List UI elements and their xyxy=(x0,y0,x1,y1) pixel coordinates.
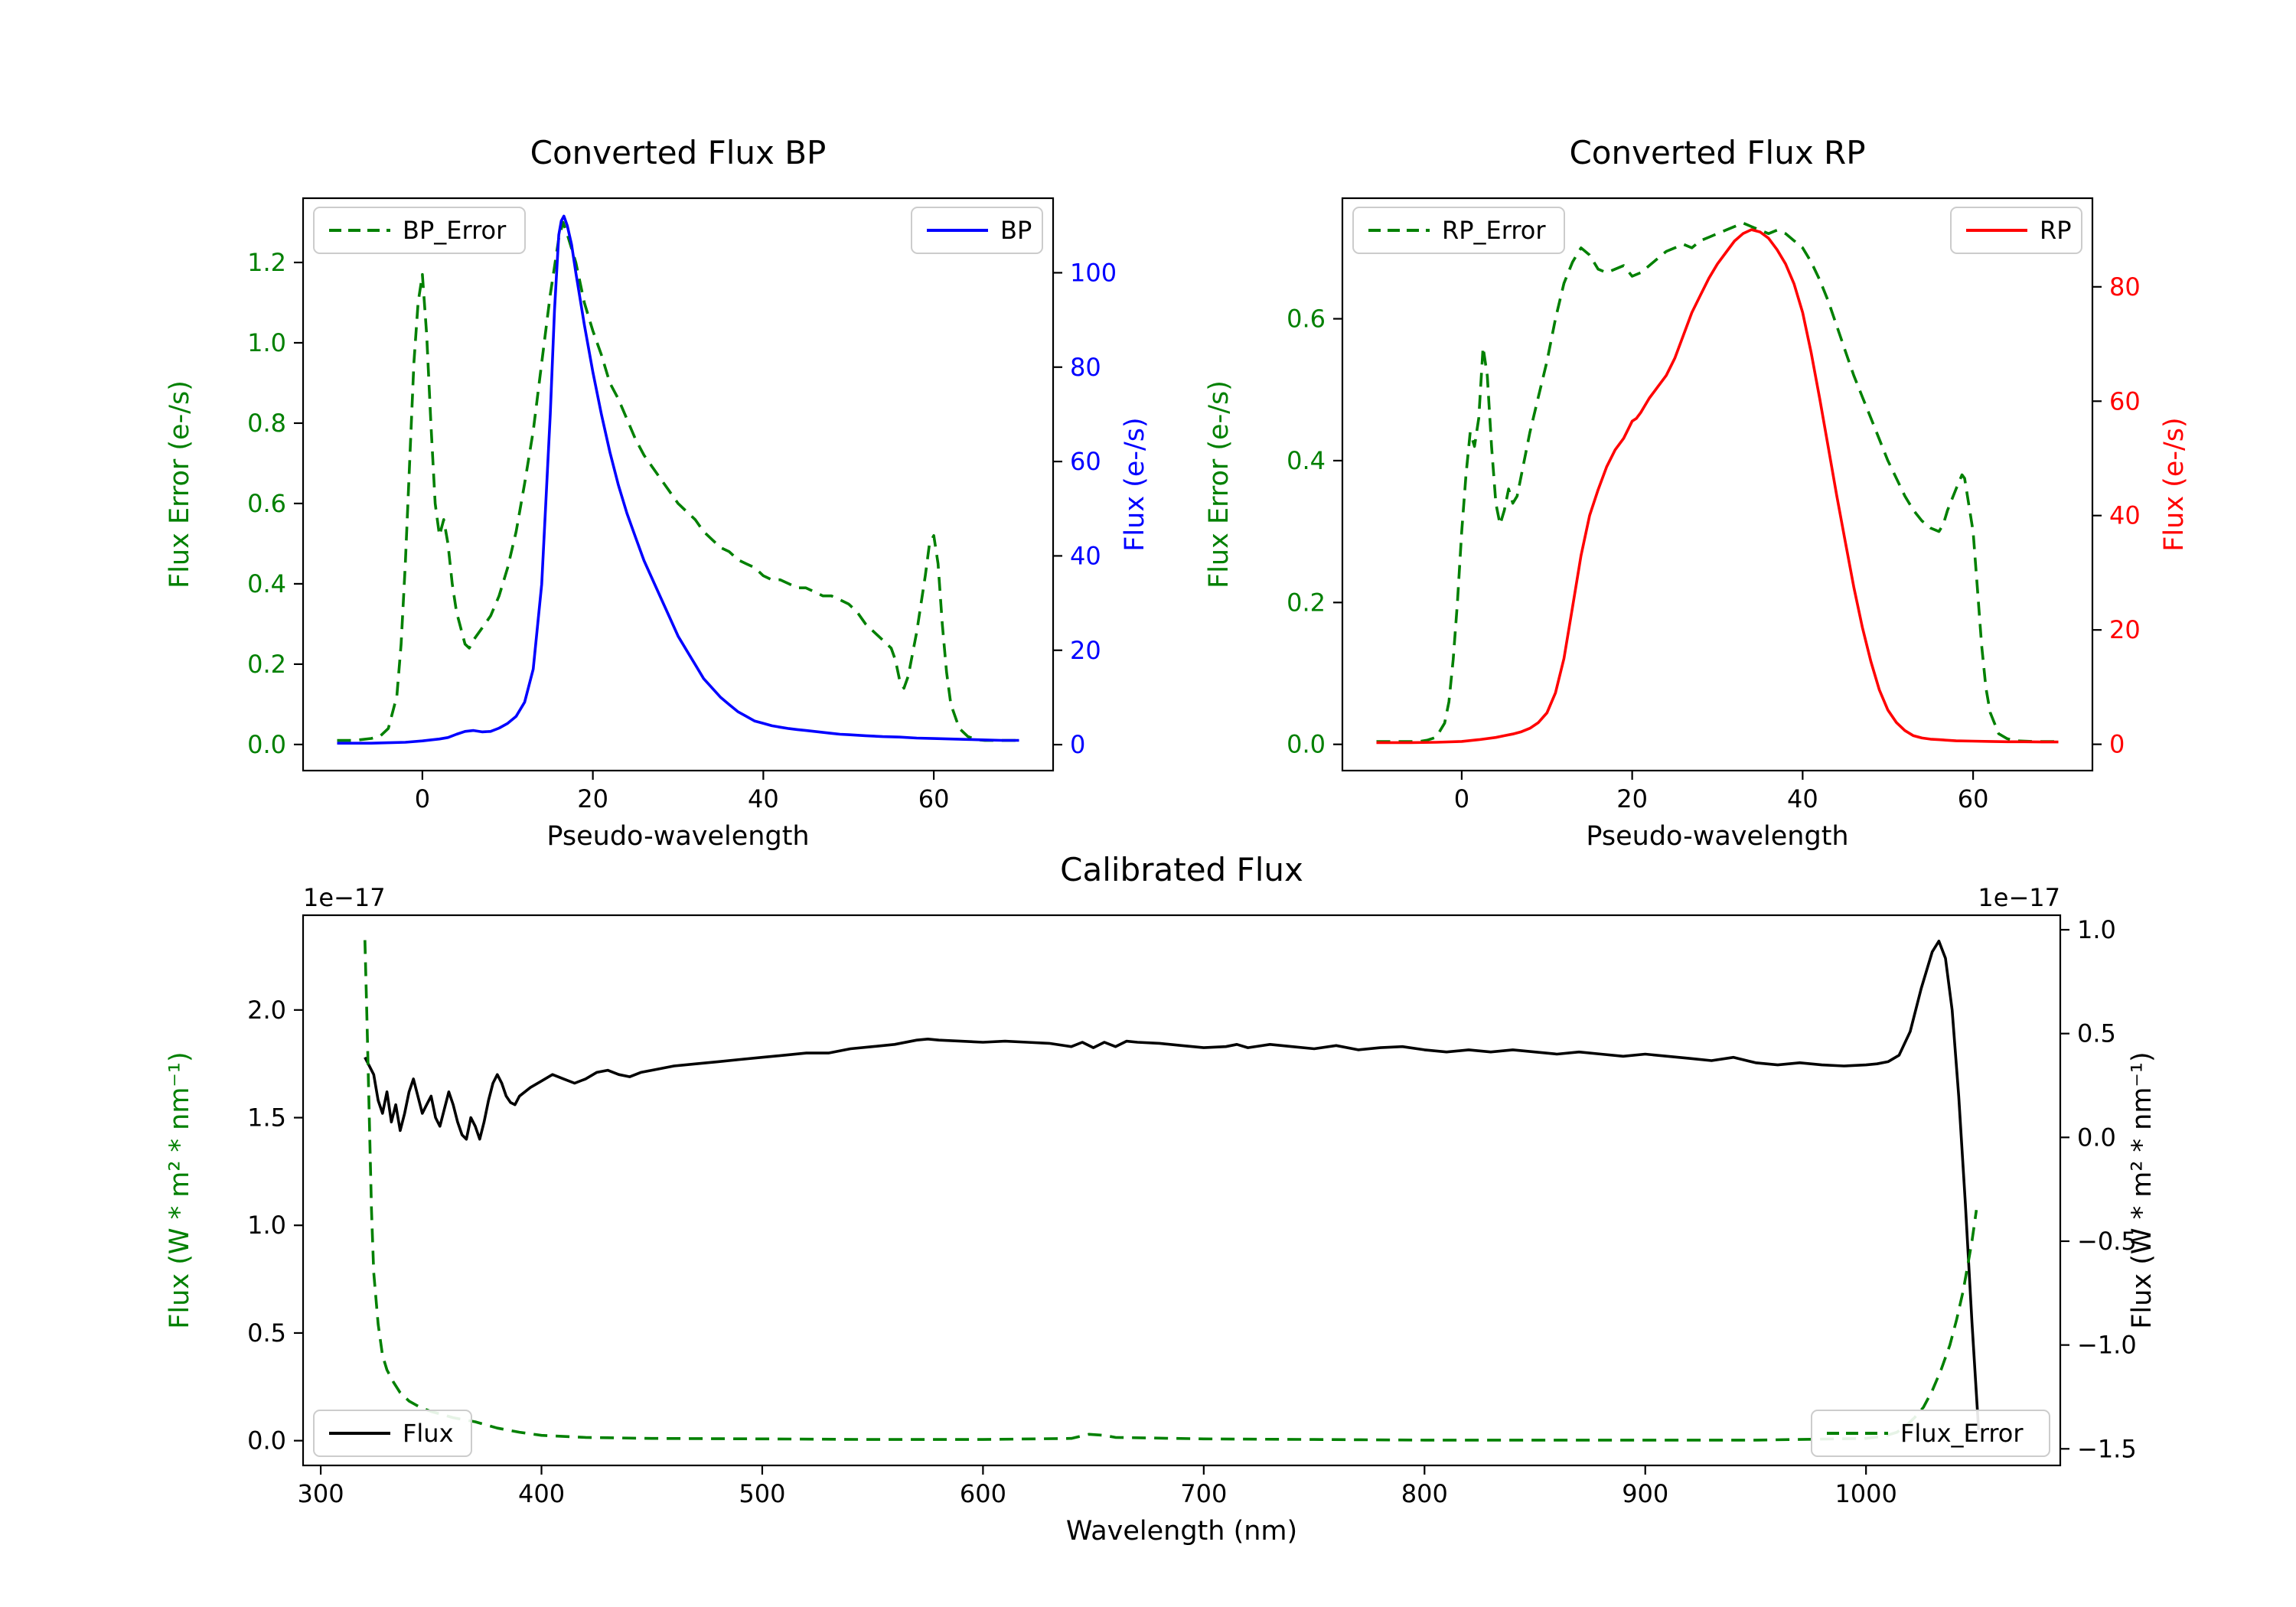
y-tick-label-right: 20 xyxy=(1070,636,1101,665)
y-tick-label-left: 0.6 xyxy=(1287,305,1326,334)
series-BP-line xyxy=(337,214,1019,745)
series-Flux-line xyxy=(364,940,1981,1430)
y-axis-label-left: Flux (W * m² * nm⁻¹) xyxy=(165,1051,195,1328)
legend-label: BP_Error xyxy=(403,216,507,245)
y-tick-label-left: 2.0 xyxy=(247,996,286,1025)
x-tick-label: 20 xyxy=(577,784,608,813)
x-tick-label: 800 xyxy=(1401,1479,1448,1508)
y-tick-label-right: 0.5 xyxy=(2077,1019,2116,1048)
y-tick-label-left: 0.0 xyxy=(247,730,286,759)
x-tick-label: 0 xyxy=(1454,784,1469,813)
series-Flux_Error-line xyxy=(364,940,1978,1442)
x-tick-label: 500 xyxy=(739,1479,785,1508)
legend-label: BP xyxy=(1000,216,1032,245)
y-tick-label-right: −1.0 xyxy=(2077,1331,2137,1360)
legend-label: RP xyxy=(2040,216,2072,245)
y-tick-label-right: 0 xyxy=(2109,730,2125,759)
x-tick-label: 1000 xyxy=(1835,1479,1896,1508)
y-tick-label-left: 0.5 xyxy=(247,1319,286,1348)
y-tick-label-left: 0.2 xyxy=(247,650,286,679)
series-BP_Error-line xyxy=(337,220,1019,742)
y-tick-label-left: 0.6 xyxy=(247,489,286,518)
y-tick-label-left: 0.0 xyxy=(247,1426,286,1455)
x-axis-label: Wavelength (nm) xyxy=(1066,1516,1297,1547)
y-tick-label-left: 1.0 xyxy=(247,328,286,357)
chart-title: Converted Flux BP xyxy=(530,134,827,171)
y-tick-label-left: 0.0 xyxy=(1287,730,1326,759)
chart-bp: 0 20 40 60 0.0 0.2 0.4 0.6 0.8 1.0 1.2 0 20 40 60 80 100… xyxy=(165,134,1150,852)
x-axis-label: Pseudo-wavelength xyxy=(1586,821,1848,852)
x-tick-label: 700 xyxy=(1180,1479,1227,1508)
chart-calibrated: 300 400 500 600 700 800 900 1000 0.0 0.5 1.0 1.5 2.0… xyxy=(165,851,2157,1547)
x-tick-label: 60 xyxy=(1958,784,1989,813)
y-axis-label-right: Flux (W * m² * nm⁻¹) xyxy=(2127,1051,2157,1328)
legend-BP: BP xyxy=(911,207,1043,254)
y-tick-label-left: 0.8 xyxy=(247,409,286,438)
y-tick-label-right: −1.5 xyxy=(2077,1434,2137,1463)
y-tick-label-right: 60 xyxy=(1070,447,1101,476)
series-RP-line xyxy=(1376,228,2059,745)
y-tick-label-right: 100 xyxy=(1070,258,1117,287)
y-tick-label-right: 80 xyxy=(1070,353,1101,382)
y-tick-label-left: 1.0 xyxy=(247,1211,286,1240)
series-RP_Error-line xyxy=(1376,221,2059,743)
chart-title: Converted Flux RP xyxy=(1569,134,1865,171)
x-tick-label: 20 xyxy=(1616,784,1648,813)
chart-title: Calibrated Flux xyxy=(1060,851,1303,888)
axes-frame xyxy=(302,914,2062,1467)
legend-box xyxy=(1811,1410,2050,1457)
x-axis-label: Pseudo-wavelength xyxy=(546,821,809,852)
y-axis-label-right: Flux (e-/s) xyxy=(1120,417,1150,551)
x-tick-label: 400 xyxy=(518,1479,565,1508)
x-tick-label: 300 xyxy=(298,1479,344,1508)
y-tick-label-right: 80 xyxy=(2109,272,2141,302)
x-tick-label: 40 xyxy=(1787,784,1818,813)
y-tick-label-left: 1.5 xyxy=(247,1103,286,1133)
y-tick-label-right: 20 xyxy=(2109,615,2141,644)
y-tick-label-left: 0.2 xyxy=(1287,588,1326,617)
legend-Flux_Error: Flux_Error xyxy=(1811,1410,2050,1457)
legend-label: Flux xyxy=(403,1419,454,1448)
legend-BP_Error: BP_Error xyxy=(313,207,526,254)
axes-frame xyxy=(1341,197,2094,772)
x-tick-label: 600 xyxy=(960,1479,1006,1508)
legend-label: Flux_Error xyxy=(1900,1419,2024,1448)
y-axis-offset-right: 1e−17 xyxy=(1978,883,2060,912)
x-tick-label: 0 xyxy=(415,784,430,813)
y-tick-label-right: 0 xyxy=(1070,730,1085,759)
chart-rp: 0 20 40 60 0.0 0.2 0.4 0.6 0 20 40 60 80 Converted Fl… xyxy=(1204,134,2190,852)
axes-frame xyxy=(302,197,1055,772)
y-axis-label-right: Flux (e-/s) xyxy=(2159,417,2190,551)
legend-box xyxy=(1352,207,1565,254)
y-tick-label-left: 0.4 xyxy=(1287,446,1326,475)
y-axis-label-left: Flux Error (e-/s) xyxy=(1204,380,1234,588)
y-tick-label-left: 1.2 xyxy=(247,248,286,277)
x-tick-label: 900 xyxy=(1622,1479,1668,1508)
legend-Flux: Flux xyxy=(313,1410,472,1457)
y-tick-label-right: 40 xyxy=(2109,501,2141,530)
legend-label: RP_Error xyxy=(1442,216,1546,245)
y-axis-offset-left: 1e−17 xyxy=(303,883,386,912)
y-tick-label-right: 60 xyxy=(2109,386,2141,416)
legend-box xyxy=(313,1410,472,1457)
legend-RP_Error: RP_Error xyxy=(1352,207,1565,254)
x-tick-label: 60 xyxy=(918,784,950,813)
y-tick-label-left: 0.4 xyxy=(247,569,286,598)
y-axis-label-left: Flux Error (e-/s) xyxy=(165,380,195,588)
x-tick-label: 40 xyxy=(748,784,779,813)
y-tick-label-right: 0.0 xyxy=(2077,1123,2116,1152)
legend-box xyxy=(313,207,526,254)
legend-RP: RP xyxy=(1950,207,2082,254)
y-tick-label-right: −0.5 xyxy=(2077,1227,2137,1256)
y-tick-label-right: 40 xyxy=(1070,541,1101,570)
y-tick-label-right: 1.0 xyxy=(2077,915,2116,944)
